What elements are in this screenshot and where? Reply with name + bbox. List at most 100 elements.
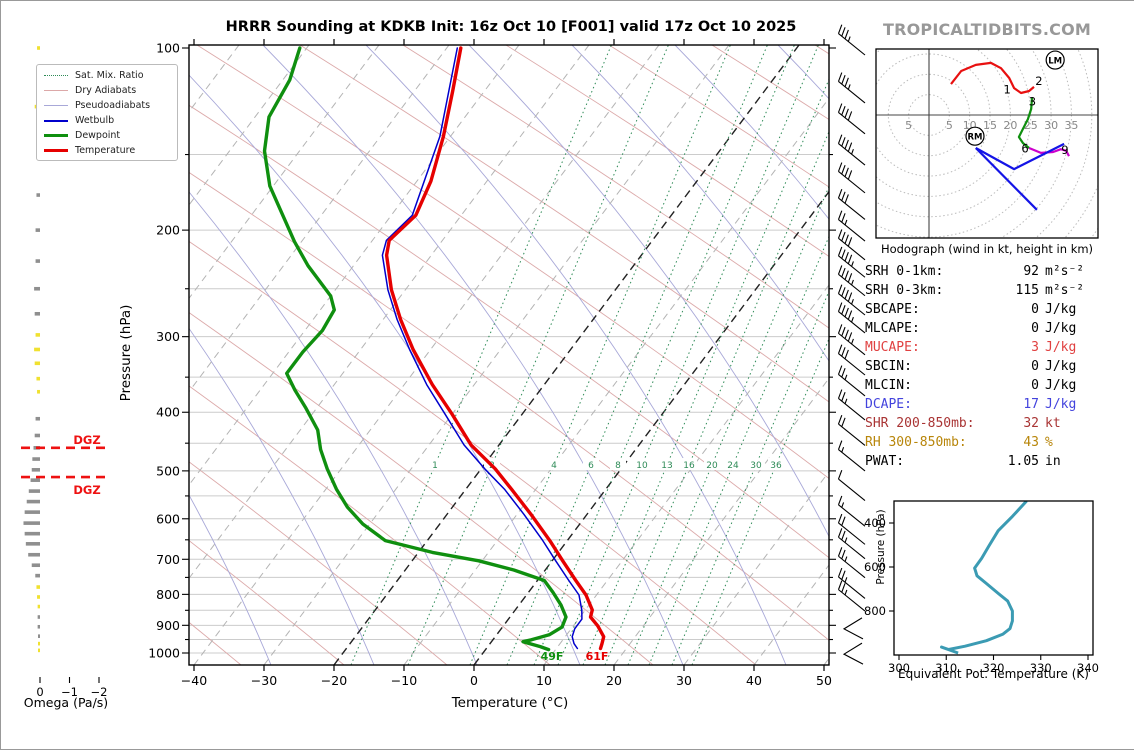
omega-bar [38,648,40,653]
wetbulb-line-swatch [44,119,68,122]
mixing-ratio-label: 1 [432,461,438,471]
temperature-line-swatch [44,149,68,153]
theta-e-y-tick-label: 600 [864,560,886,574]
mixing-ratio-label: 24 [727,461,739,471]
x-tick-label: −30 [251,673,277,688]
wind-barb [837,414,866,446]
hodograph-caption: Hodograph (wind in kt, height in km) [880,242,1094,256]
wind-barb [837,389,866,421]
wind-barb [837,324,866,356]
x-tick-label: −10 [391,673,417,688]
theta-e-y-tick-label: 400 [864,516,886,530]
mixing-ratio-label: 16 [683,461,695,471]
x-tick-label: −40 [181,673,207,688]
wind-barb [837,567,866,599]
wind-barb [837,513,866,545]
pressure-tick-label: 100 [156,41,180,56]
stat-value: 0 [1031,359,1039,374]
stat-label: MLCIN: [865,378,912,393]
wind-barb [837,547,866,579]
wind-barb [837,528,866,560]
stat-value: 43 [1023,435,1039,450]
legend-item: Pseudoadiabats [37,99,177,112]
wind-barb [837,229,866,261]
wind-barb [837,162,866,194]
omega-bar [35,259,40,263]
mixing-ratio-label: 20 [706,461,718,471]
hodo-ring-label: 30 [1044,119,1058,132]
hodo-height-label: 1 [1003,82,1010,96]
wind-barb [837,440,866,472]
x-tick-label: 50 [816,673,832,688]
stat-value: 92 [1023,264,1039,279]
omega-bar [31,563,40,568]
hodograph-trace-storm-vector-2 [975,147,1038,211]
omega-axis-label: Omega (Pa/s) [23,695,109,710]
page-title: HRRR Sounding at KDKB Init: 16z Oct 10 [… [225,19,797,35]
stat-unit: J/kg [1045,397,1077,412]
hodo-ring-label: 35 [1064,119,1078,132]
mixing-ratio-label: 4 [551,461,557,471]
hodo-marker-label: RM [967,133,982,143]
pressure-tick-label: 600 [156,511,180,526]
omega-bar [34,433,40,438]
omega-bar [37,624,40,629]
omega-bar [38,634,40,638]
wind-barb [837,344,866,376]
omega-bar [23,521,40,525]
stat-label: DCAPE: [865,397,912,412]
omega-bar [34,347,40,352]
omega-bar [25,542,40,546]
wind-barb [837,134,866,166]
mixing-ratio-label: 36 [770,461,782,471]
theta-e-x-tick-label: 340 [1077,661,1099,675]
stat-label: SHR 200-850mb: [865,416,975,431]
legend-item: Sat. Mix. Ratio [37,69,177,82]
hodograph-trace-0-1-2km [950,61,1035,95]
wind-barb [837,188,866,220]
hodo-ring-label: 5 [905,119,912,132]
legend-item: Temperature [37,144,177,157]
legend-item: Dry Adiabats [37,84,177,97]
omega-bar [36,585,40,589]
hodo-ring-label: 5 [946,119,953,132]
wind-barb [837,302,866,334]
pressure-tick-label: 900 [156,618,180,633]
omega-bar [31,468,40,472]
stat-label: SRH 0-1km: [865,264,944,279]
theta-e-x-tick-label: 320 [983,661,1005,675]
dry-adiabats-line-swatch [44,89,68,91]
omega-bar [35,228,40,232]
hodo-ring-label: 20 [1003,119,1017,132]
wind-barb [837,580,866,612]
hodo-marker-LM [1045,50,1065,70]
hodo-ring-label: 15 [983,119,997,132]
stat-unit: J/kg [1045,359,1077,374]
pressure-tick-label: 800 [156,587,180,602]
x-tick-label: 10 [536,673,552,688]
omega-bar [34,311,40,316]
omega-bar [32,457,40,461]
omega-bar [37,389,40,394]
wind-barb [837,495,866,527]
hodo-height-label: 9 [1061,143,1068,157]
stat-label: MUCAPE: [865,340,920,355]
wind-barb [837,246,866,278]
theta-e-x-tick-label: 310 [935,661,957,675]
hodograph-trace-6-9km [1028,146,1070,157]
wind-barb [837,265,866,297]
stat-value: 0 [1031,302,1039,317]
stat-value: 115 [1015,283,1039,298]
theta-e-x-axis-label: Equivalent Pot. Temperature (K) [898,667,1089,681]
hodograph-trace-3-6km [1017,97,1034,149]
dewpoint-line-swatch [44,134,68,138]
pseudoadiabats-line-swatch [44,104,68,106]
omega-bar [38,641,40,646]
mixing-ratio-label: 10 [636,461,648,471]
omega-bar [30,478,40,482]
pressure-tick-label: 500 [156,463,180,478]
wind-barb [837,365,866,397]
stat-value: 0 [1031,378,1039,393]
wind-barb [837,72,866,104]
